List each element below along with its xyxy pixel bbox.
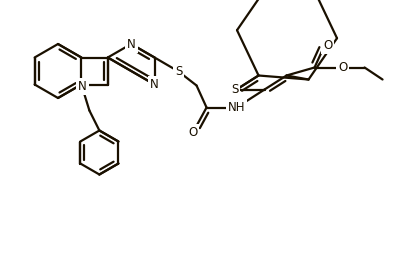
Text: O: O <box>323 39 332 52</box>
Text: S: S <box>175 65 182 78</box>
Text: NH: NH <box>228 101 245 114</box>
Text: N: N <box>127 38 136 51</box>
Text: O: O <box>338 61 347 74</box>
Text: N: N <box>150 78 159 91</box>
Text: N: N <box>78 80 87 93</box>
Text: O: O <box>188 126 197 139</box>
Text: S: S <box>231 83 238 96</box>
